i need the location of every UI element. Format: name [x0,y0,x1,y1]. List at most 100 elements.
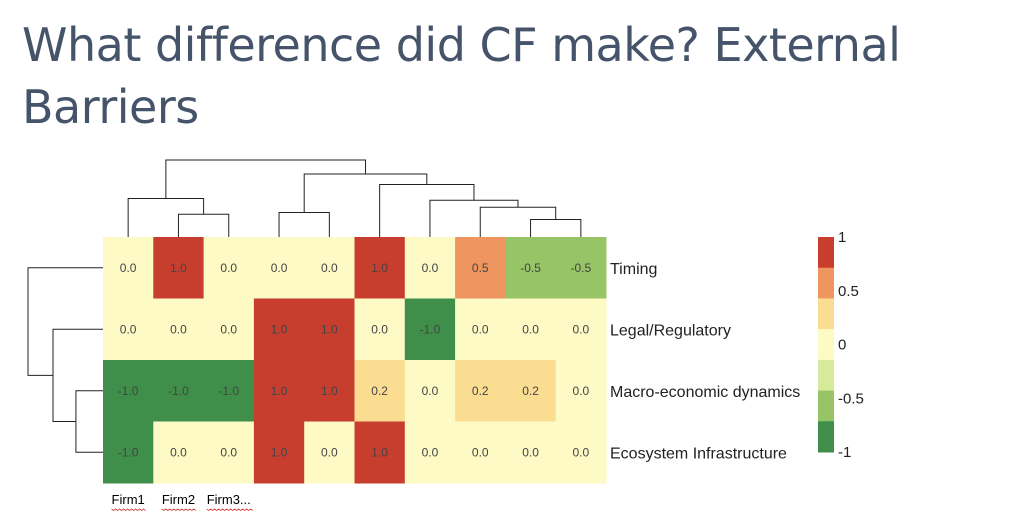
heatmap-cell [555,298,607,361]
cell-value-label: 0.0 [120,261,137,275]
legend-swatch [818,298,834,330]
cell-value-label: -0.5 [571,261,592,275]
heatmap-cell [153,237,205,299]
cell-value-label: 0.0 [422,261,439,275]
cell-value-label: 1.0 [321,322,338,336]
row-label: Ecosystem Infrastructure [610,445,787,462]
heatmap-cell [455,421,506,484]
cell-value-label: -1.0 [168,384,189,398]
column-dendrogram-branch [165,159,367,199]
cell-value-label: 1.0 [271,445,288,459]
heatmap-cell [354,298,406,361]
heatmap-cell [203,298,255,361]
heatmap-cell [304,298,355,361]
legend-tick-label: -1 [838,444,851,461]
heatmap-cell [253,237,305,299]
column-dendrogram-branch [530,219,582,237]
cell-value-label: -1.0 [118,384,139,398]
heatmap-cell [253,298,305,361]
heatmap-cell [555,237,607,299]
legend-tick-label: 1 [838,229,846,246]
cell-value-label: 1.0 [271,384,288,398]
heatmap-cell [103,298,154,361]
row-label: Macro-economic dynamics [610,384,800,401]
heatmap-cell [354,421,406,484]
cell-value-label: 1.0 [371,261,388,275]
column-dendrogram-branch [303,173,428,213]
heatmap-cell [505,421,557,484]
heatmap-cell [153,298,205,361]
row-label: Legal/Regulatory [610,322,731,339]
legend-tick-label: -0.5 [838,390,864,407]
cell-value-label: 0.0 [472,322,489,336]
heatmap-cell [505,298,557,361]
cell-value-label: 0.0 [170,445,187,459]
heatmap-cell [404,298,456,361]
column-dendrogram-branch [177,213,230,237]
heatmap-cell [505,360,557,422]
cell-value-label: -1.0 [118,445,139,459]
heatmap-cell [404,237,456,299]
cell-value-label: 0.2 [371,384,388,398]
heatmap-cell [555,360,607,422]
column-label: Firm2 [162,492,195,507]
column-dendrogram-branch [429,199,519,237]
legend-swatch [818,390,834,422]
heatmap-cell [354,237,406,299]
cell-value-label: 1.0 [170,261,187,275]
cell-value-label: 0.0 [220,445,237,459]
heatmap-cell [253,360,305,422]
cell-value-label: 0.0 [220,322,237,336]
column-dendrogram-branch [278,212,330,237]
cell-value-label: 0.0 [573,322,590,336]
heatmap-cell [153,360,205,422]
heatmap-cell [253,421,305,484]
cell-value-label: 1.0 [371,445,388,459]
heatmap-cell [103,360,154,422]
cell-value-label: -1.0 [218,384,239,398]
cell-value-label: 1.0 [271,322,288,336]
column-dendrogram-branch [127,198,205,237]
column-label: Firm3... [207,492,251,507]
heatmap-cell [354,360,406,422]
cell-value-label: 0.0 [120,322,137,336]
column-label: Firm1 [112,492,145,507]
heatmap-cell [304,421,355,484]
cell-value-label: 0.0 [422,445,439,459]
legend-tick-label: 0.5 [838,283,859,300]
cell-value-label: 0.0 [371,322,388,336]
cell-value-label: 0.0 [321,261,338,275]
cell-value-label: 0.0 [422,384,439,398]
cell-value-label: -0.5 [520,261,541,275]
legend-swatch [818,359,834,392]
legend-swatch [818,267,834,299]
heatmap-cell [103,237,154,299]
row-label: Timing [610,261,657,278]
heatmap-cell [304,360,355,422]
heatmap-cell [103,421,154,484]
cell-value-label: 0.0 [170,322,187,336]
heatmap-cell [555,421,607,484]
cell-value-label: 0.0 [472,445,489,459]
column-dendrogram-branch [379,184,475,237]
heatmap-cell [203,421,255,484]
legend-swatch [818,421,834,453]
heatmap-cell [455,237,506,299]
cell-value-label: 0.2 [472,384,489,398]
cell-value-label: 0.0 [573,445,590,459]
heatmap-cell [455,360,506,422]
heatmap-cell [203,237,255,299]
row-dendrogram-branch [75,390,103,453]
heatmap-cell [505,237,557,299]
cell-value-label: 0.5 [472,261,489,275]
heatmap-cell [203,360,255,422]
cell-value-label: 0.0 [573,384,590,398]
legend-swatch [818,329,834,361]
cell-value-label: 1.0 [321,384,338,398]
cell-value-label: 0.0 [522,445,539,459]
cell-value-label: 0.2 [522,384,539,398]
column-dendrogram-branch [479,206,557,237]
row-dendrogram-branch [52,328,103,422]
cell-value-label: -1.0 [420,322,441,336]
